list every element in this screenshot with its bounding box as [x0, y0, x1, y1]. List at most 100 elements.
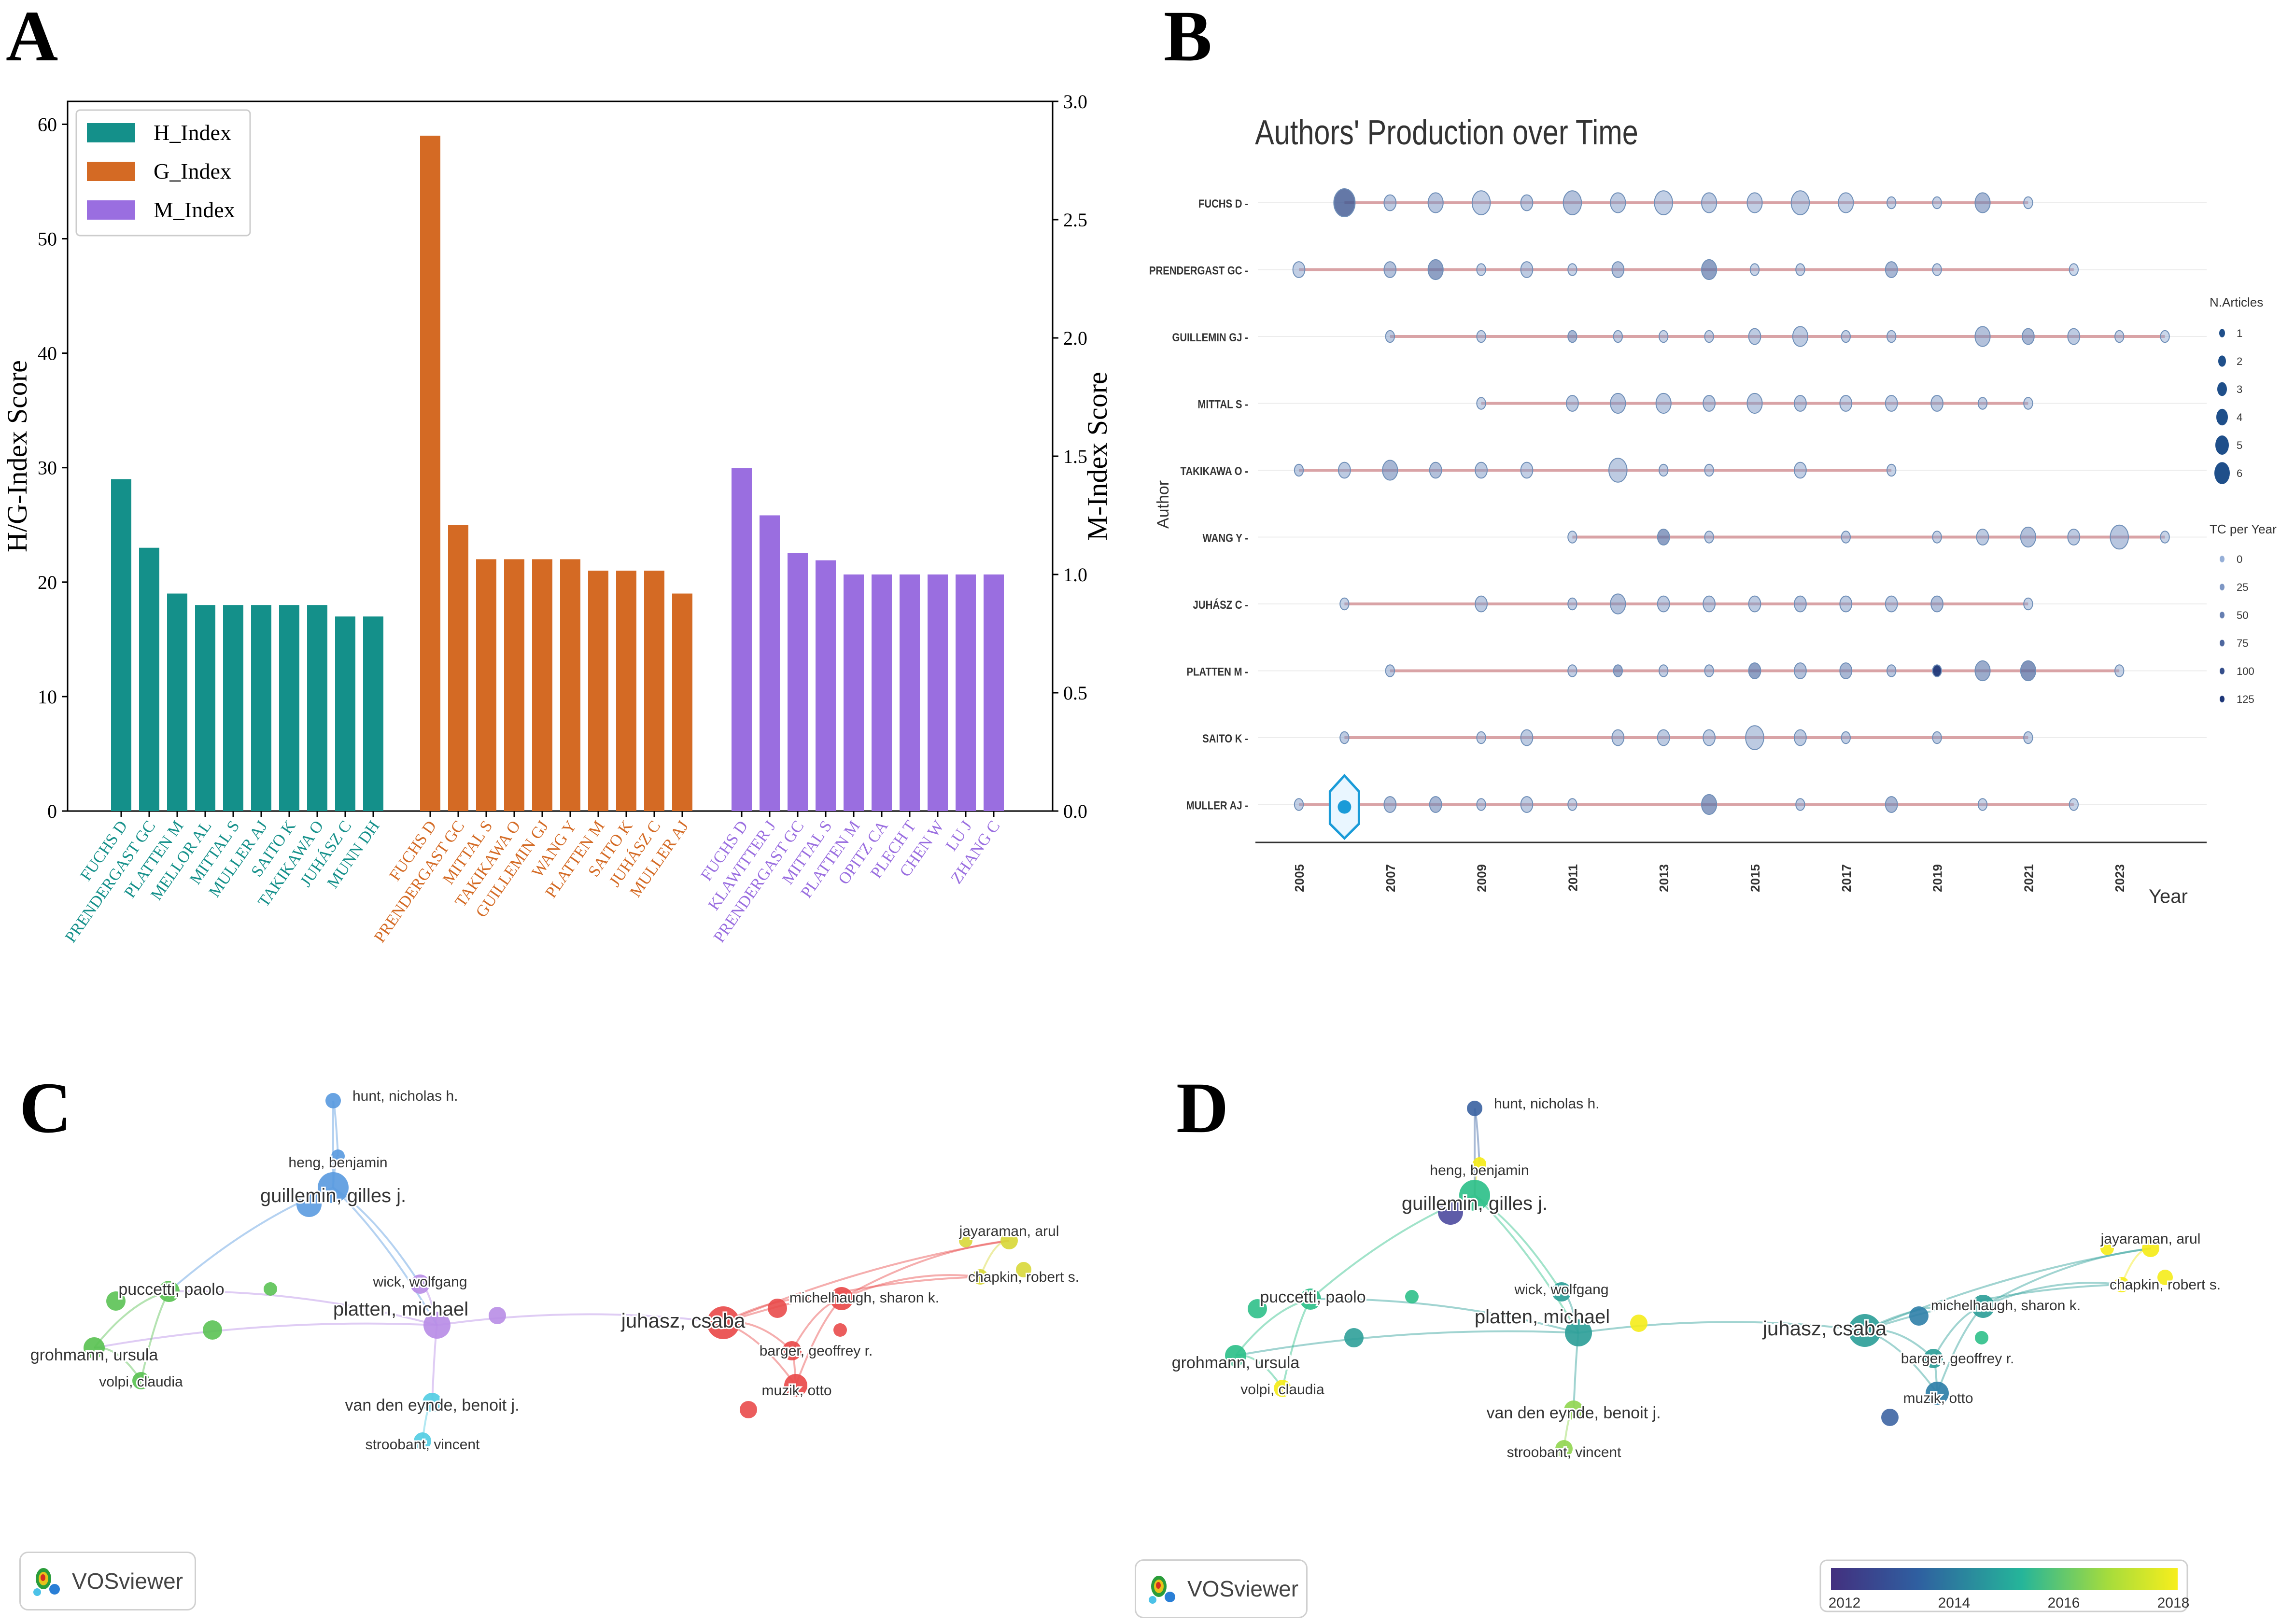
article-point [1520, 729, 1534, 746]
network-edge [841, 1240, 1010, 1300]
article-point [1839, 395, 1853, 412]
author-label: MULLER AJ - [1186, 799, 1248, 812]
article-point [1294, 463, 1304, 477]
y-tick-label-left: 10 [38, 686, 57, 708]
legend-size-label: 5 [2237, 439, 2242, 451]
article-point [1476, 798, 1486, 811]
legend-size-dot [2218, 355, 2226, 367]
article-point [1930, 595, 1943, 613]
author-label: GUILLEMIN GJ - [1172, 331, 1248, 344]
network-edge [841, 1274, 981, 1300]
panel-label-d: D [1176, 1068, 1229, 1148]
panel-label-b: B [1164, 0, 1212, 76]
article-point [1703, 395, 1716, 412]
panel-label-c: C [19, 1068, 72, 1148]
network-node-unlabeled [1909, 1306, 1929, 1326]
bar-m-index [732, 468, 752, 811]
bar-g-index [476, 559, 496, 811]
article-point [1746, 192, 1763, 213]
vosviewer-badge-d: VOSviewer [1135, 1559, 1308, 1618]
network-node-label: chapkin, robert s. [968, 1269, 1079, 1285]
network-node-label: grohmann, ursula [30, 1346, 158, 1364]
legend-size-label: 4 [2237, 411, 2242, 423]
article-point [2020, 526, 2037, 548]
bar-h-index [111, 479, 131, 811]
article-point [1704, 330, 1714, 343]
legend-swatch [87, 123, 135, 142]
article-point [2160, 531, 2170, 544]
network-node-unlabeled [959, 1234, 972, 1247]
network-node-label: hunt, nicholas h. [1494, 1096, 1599, 1112]
network-node [1555, 1440, 1573, 1457]
network-node-unlabeled [1016, 1262, 1031, 1277]
article-point [1794, 595, 1807, 613]
legend-size-dot [2215, 435, 2229, 455]
legend-color-dot [2220, 584, 2225, 590]
legend-swatch [87, 200, 135, 220]
network-node-label: barger, geoffrey r. [760, 1343, 873, 1359]
article-point [1385, 330, 1395, 343]
author-label: MITTAL S - [1197, 398, 1248, 411]
colorbar-tick-label: 2016 [2048, 1595, 2080, 1611]
article-point [2069, 263, 2079, 276]
bar-g-index [588, 571, 608, 811]
network-node [830, 1287, 853, 1310]
bar-h-index [251, 605, 271, 811]
network-node-label: wick, wolfgang [372, 1274, 467, 1290]
article-point [1932, 531, 1942, 544]
legend-size-dot [2214, 462, 2230, 484]
vosviewer-badge-c: VOSviewer [19, 1552, 196, 1610]
article-point [1841, 731, 1851, 744]
colorbar [1831, 1568, 2178, 1590]
legend-size-title: N.Articles [2210, 295, 2263, 309]
network-node-unlabeled [833, 1323, 847, 1337]
network-node [972, 1269, 988, 1285]
network-node [325, 1093, 341, 1108]
article-point [1476, 263, 1486, 276]
legend-swatch [87, 162, 135, 181]
article-point [1476, 330, 1486, 343]
article-point [1932, 731, 1942, 744]
network-node-unlabeled [2100, 1242, 2114, 1255]
author-label: PRENDERGAST GC - [1149, 264, 1248, 277]
article-point [1429, 462, 1442, 479]
bar-h-index [307, 605, 327, 811]
article-point [1520, 462, 1534, 479]
network-node [1467, 1101, 1482, 1116]
article-point [1794, 662, 1807, 679]
x-tick-label: 2009 [1475, 864, 1489, 892]
network-edge [1578, 1321, 1865, 1334]
article-point [1563, 190, 1582, 215]
bar-g-index [644, 571, 664, 811]
article-point [1610, 593, 1626, 615]
vosviewer-text: VOSviewer [1187, 1576, 1299, 1601]
article-point [1427, 259, 1444, 280]
article-point [1655, 392, 1672, 414]
article-point [1887, 463, 1897, 477]
article-point [1657, 595, 1670, 613]
legend-label: M_Index [154, 197, 235, 222]
network-node [1848, 1314, 1881, 1347]
network-node-label: guillemin, gilles j. [260, 1185, 406, 1206]
article-point [1748, 328, 1761, 345]
article-point [1701, 259, 1718, 280]
legend-size-dot [2216, 408, 2228, 426]
network-node [331, 1149, 345, 1163]
chart-b: Authors' Production over Time 2005 2007 200… [1149, 113, 2277, 907]
article-point [1887, 664, 1897, 677]
network-node-label: jayaraman, arul [959, 1223, 1059, 1239]
article-point [1703, 729, 1716, 746]
network-node [1552, 1282, 1571, 1302]
legend-size-label: 3 [2237, 383, 2242, 395]
legend-color-dot [2220, 640, 2225, 646]
network-node-label: van den eynde, benoit j. [345, 1396, 519, 1414]
article-point [1382, 460, 1398, 481]
bar-h-index [195, 605, 215, 811]
x-tick-label: 2007 [1383, 864, 1398, 892]
x-axis-label: Year [2149, 886, 2188, 907]
network-edge [332, 1187, 438, 1326]
network-node [1924, 1349, 1943, 1368]
network-node [1926, 1382, 1949, 1405]
network-node-label: volpi, claudia [1240, 1382, 1324, 1398]
article-point [1475, 462, 1488, 479]
